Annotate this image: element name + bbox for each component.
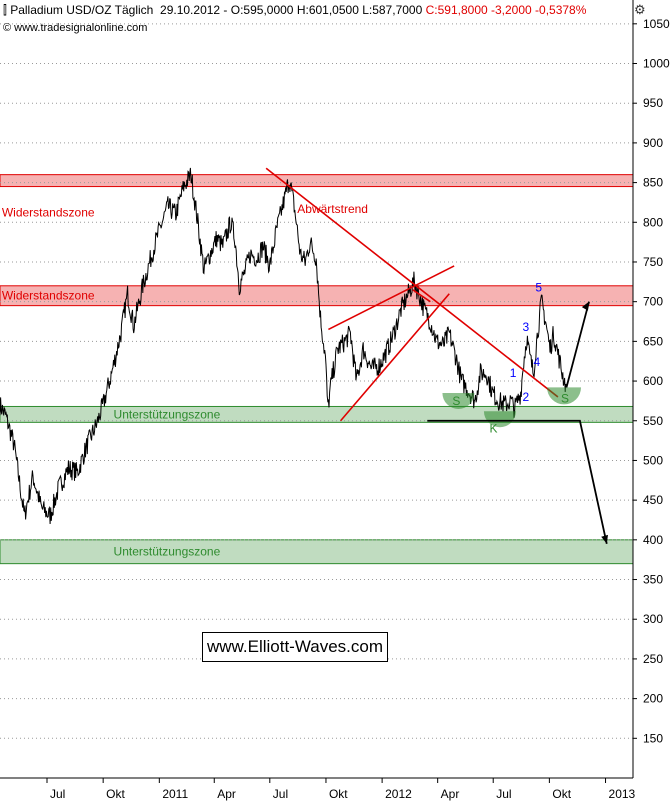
y-tick-label: 600 [643, 374, 663, 388]
y-tick-label: 700 [643, 295, 663, 309]
x-tick-label: 2012 [385, 787, 412, 801]
x-tick-label: Okt [552, 787, 571, 801]
y-tick-label: 250 [643, 652, 663, 666]
y-tick-label: 450 [643, 493, 663, 507]
zone-band [0, 539, 634, 565]
wedge-support-line [340, 293, 450, 422]
left-shoulder-label: S [452, 394, 460, 408]
quote-change: C:591,8000 -3,2000 -0,5378% [425, 3, 587, 17]
zone-band [0, 174, 634, 188]
y-tick-label: 650 [643, 334, 663, 348]
y-tick-label: 150 [643, 731, 663, 745]
left-shoulder-arc [442, 392, 475, 409]
y-tick-label: 800 [643, 215, 663, 229]
instrument-title: Palladium USD/OZ Täglich [10, 3, 154, 17]
x-tick-label: 2013 [609, 787, 636, 801]
bearish-projection-line [427, 419, 608, 544]
y-tick-label: 350 [643, 573, 663, 587]
wave-4-label: 4 [534, 355, 541, 369]
x-tick-label: Apr [217, 787, 236, 801]
x-tick-label: Okt [329, 787, 348, 801]
candlestick-chart-icon: ⫿ [3, 3, 7, 17]
y-tick-label: 850 [643, 176, 663, 190]
wave-1-label: 1 [510, 366, 517, 380]
downtrend-line [265, 167, 559, 398]
wave-5-label: 5 [535, 280, 542, 294]
down-arrow-head [601, 534, 608, 544]
bullish-projection-line [565, 301, 590, 388]
gear-icon[interactable]: ⚙ [634, 2, 646, 17]
x-tick-label: Jul [496, 787, 511, 801]
wave-3-label: 3 [523, 320, 530, 334]
y-tick-label: 1050 [643, 17, 670, 31]
x-tick-label: 2011 [162, 787, 188, 801]
y-tick-label: 500 [643, 453, 663, 467]
y-tick-label: 1000 [643, 57, 670, 71]
right-shoulder-label: S [561, 391, 569, 405]
x-tick-label: Okt [106, 787, 125, 801]
y-tick-label: 200 [643, 692, 663, 706]
x-tick-label: Jul [50, 787, 65, 801]
head-arc [483, 411, 516, 428]
y-tick-label: 900 [643, 136, 663, 150]
right-shoulder-arc [547, 387, 582, 405]
y-tick-label: 750 [643, 255, 663, 269]
y-tick-label: 300 [643, 612, 663, 626]
wedge-upper-line [328, 265, 455, 331]
quote-ohl: O:595,0000 H:601,0500 L:587,7000 [230, 3, 423, 17]
price-series-line [0, 167, 567, 525]
source-credit: © www.tradesignalonline.com [3, 22, 148, 34]
chart-header: ⫿ Palladium USD/OZ Täglich 29.10.2012 - … [3, 3, 587, 17]
wave-2-label: 2 [523, 390, 530, 404]
zone-label: Unterstützungszone [114, 407, 221, 421]
watermark-text: www.Elliott-Waves.com [202, 632, 389, 662]
zone-label: Widerstandszone [2, 289, 95, 303]
x-tick-label: Apr [441, 787, 460, 801]
breakout-mark [412, 289, 431, 303]
head-label: K [490, 422, 498, 436]
zone-label: Unterstützungszone [114, 545, 221, 559]
x-tick-label: Jul [273, 787, 288, 801]
y-tick-label: 950 [643, 96, 663, 110]
quote-date: 29.10.2012 [160, 3, 221, 17]
trend-label: Abwärtstrend [297, 202, 368, 216]
y-tick-label: 550 [643, 414, 663, 428]
zone-label: Widerstandszone [2, 206, 95, 220]
y-tick-label: 400 [643, 533, 663, 547]
up-arrow-head [581, 301, 590, 311]
